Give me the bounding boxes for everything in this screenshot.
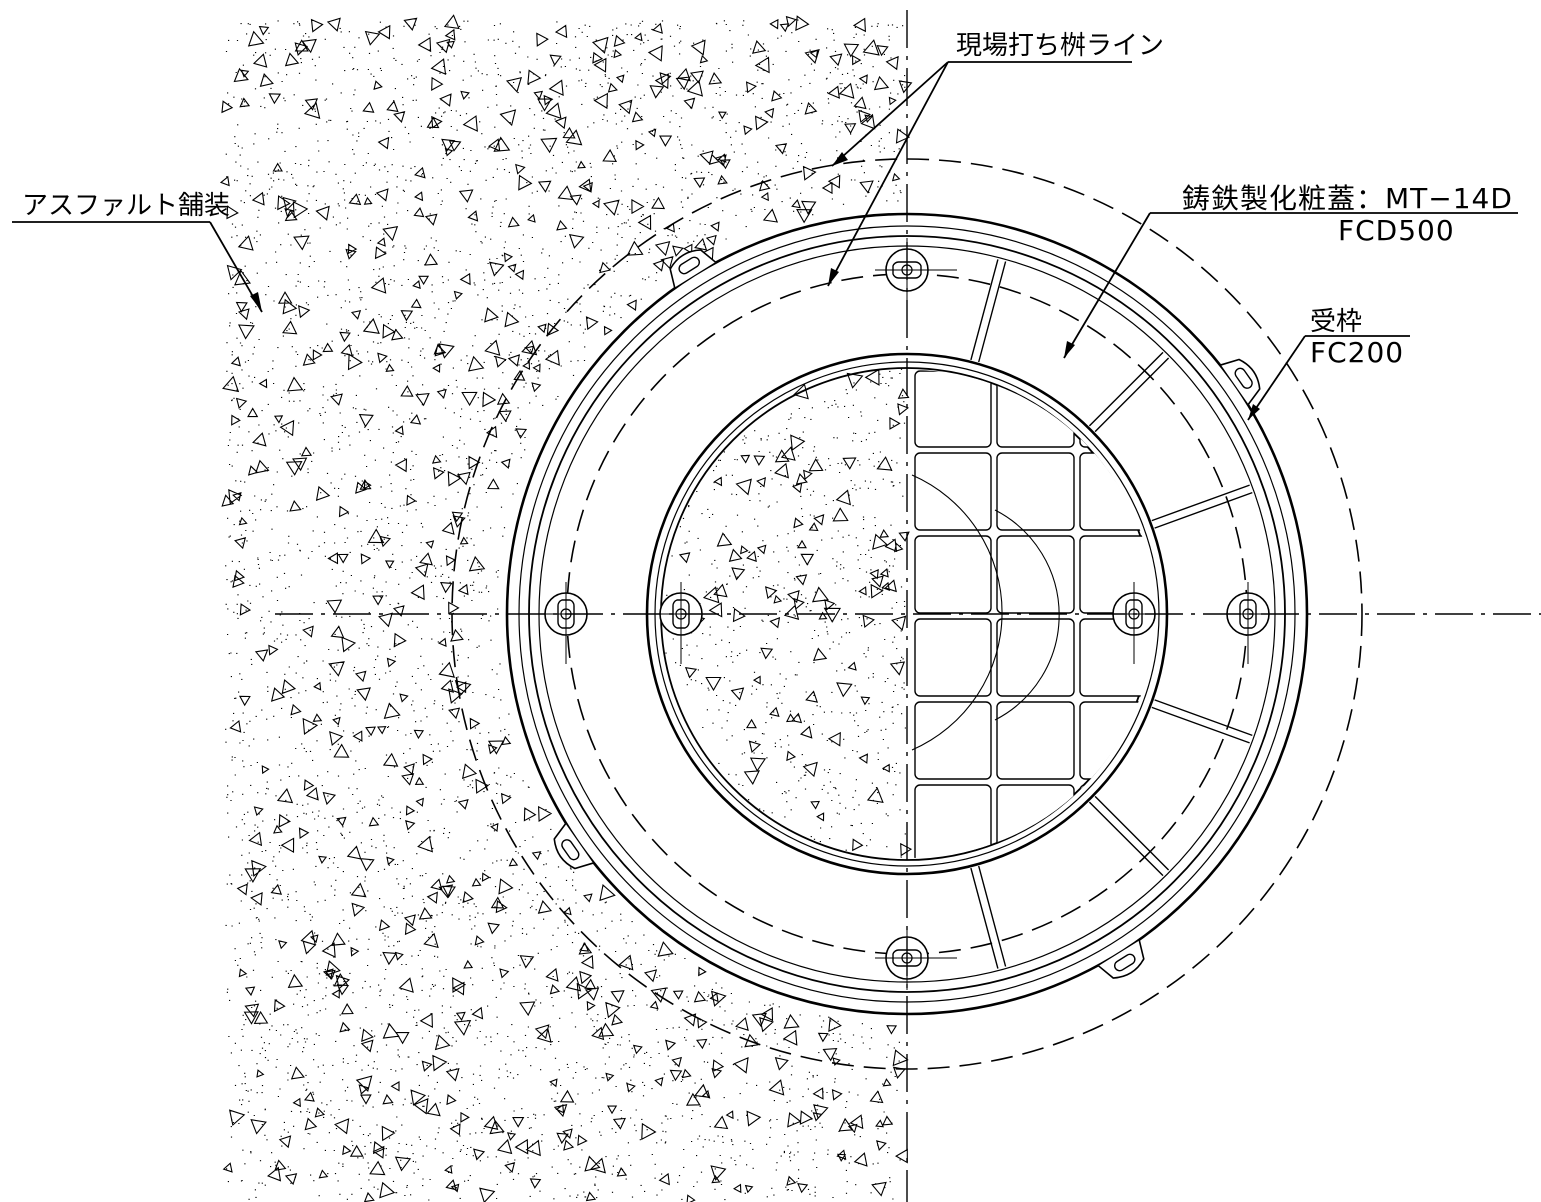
rib-0-0 — [970, 259, 999, 361]
rib-4-1 — [1088, 801, 1164, 877]
frame-label-line1: 受枠 — [1310, 307, 1362, 337]
grid-cell-3-1 — [996, 618, 1075, 697]
frame-lug-3 — [1098, 940, 1145, 979]
rib-1-1 — [1094, 357, 1170, 433]
grid-cell-5-0 — [914, 784, 992, 858]
insitu-line-label: 現場打ち桝ライン — [956, 31, 1164, 61]
asphalt-leader — [12, 221, 263, 313]
frame-lugs — [553, 249, 1261, 979]
grid-cell-1-0 — [914, 452, 992, 531]
frame-lug-2 — [553, 823, 594, 870]
bolt-slot — [1239, 599, 1257, 629]
grid-cell-4-1 — [996, 701, 1075, 780]
frame-lug-0 — [669, 249, 716, 288]
rib-2-1 — [1154, 491, 1253, 529]
lug-slot — [1114, 953, 1136, 972]
bolt-slot — [1125, 599, 1143, 629]
cover-label-line2: FCD500 — [1338, 214, 1455, 247]
grid-cell-4-0 — [914, 701, 992, 780]
grid-cell-2-1 — [996, 535, 1075, 614]
rib-0-1 — [978, 261, 1007, 363]
lug-slot — [561, 839, 580, 861]
bolt-slot — [892, 949, 922, 967]
rib-5-0 — [978, 865, 1007, 967]
grid-cell-2-0 — [914, 535, 992, 614]
cover-label-line1: 鋳鉄製化粧蓋：MT−14D 900 — [1182, 182, 1541, 215]
grid-cell-1-1 — [996, 452, 1075, 531]
rib-2-0 — [1151, 484, 1250, 522]
cover-leader — [1063, 212, 1518, 359]
bolt-slot — [672, 599, 690, 629]
bolt-slot — [892, 261, 922, 279]
rib-5-1 — [970, 867, 999, 969]
inner-arc-2 — [994, 509, 1060, 721]
grid-cell-0-1 — [996, 370, 1075, 448]
hatch-triangles — [219, 14, 913, 1202]
inner-arc-1 — [911, 474, 1003, 751]
bolt-hole-2 — [534, 582, 598, 664]
asphalt-label: アスファルト舗装 — [22, 191, 230, 221]
lug-slot — [1234, 367, 1253, 389]
frame-leader — [1247, 335, 1410, 421]
rib-1-0 — [1088, 351, 1164, 427]
rib-3-1 — [1151, 706, 1250, 744]
frame-lug-1 — [1220, 358, 1261, 405]
asphalt-hatching — [219, 14, 913, 1202]
grid-cell-0-0 — [914, 370, 992, 448]
outer-radial-ribs — [970, 259, 1253, 969]
grid-cell-4-2 — [1079, 701, 1155, 780]
frame-label-line2: FC200 — [1310, 336, 1404, 369]
grid-cell-3-0 — [914, 618, 992, 697]
rib-3-0 — [1154, 699, 1253, 737]
rib-4-0 — [1094, 795, 1170, 871]
bolt-slot — [557, 599, 575, 629]
bolt-hole-3 — [649, 582, 713, 664]
lug-slot — [678, 256, 700, 275]
bolt-hole-5 — [1216, 582, 1280, 664]
insitu-line-leader — [827, 61, 1132, 287]
